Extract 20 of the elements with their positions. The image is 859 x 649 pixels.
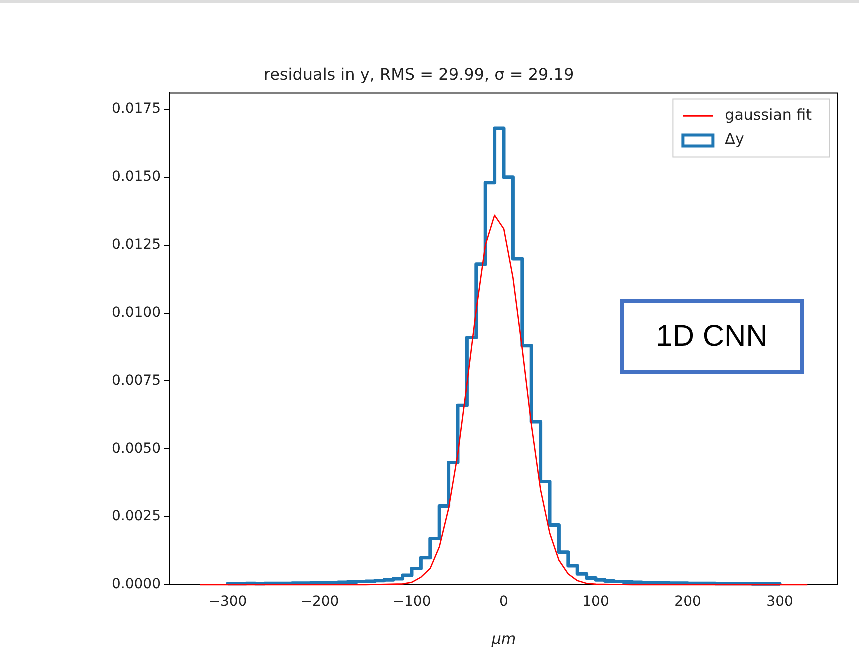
x-tick-label: −200 (300, 594, 340, 610)
legend-label: gaussian fit (725, 106, 812, 124)
x-tick-label: 300 (766, 594, 794, 610)
y-tick-label: 0.0025 (112, 508, 161, 525)
x-axis-title: μm (490, 630, 516, 648)
y-tick-label: 0.0075 (112, 372, 161, 389)
y-tick-label: 0.0050 (112, 440, 161, 457)
y-tick-label: 0.0100 (112, 304, 161, 321)
x-tick-label: −300 (208, 594, 248, 610)
annotation: 1D CNN (620, 299, 804, 374)
x-tick-label: 200 (674, 594, 702, 610)
y-tick-label: 0.0000 (112, 576, 161, 593)
chart-title: residuals in y, RMS = 29.99, σ = 29.19 (264, 64, 574, 84)
x-tick-label: −100 (392, 594, 432, 610)
y-tick-label: 0.0150 (112, 169, 161, 186)
legend-label: Δy (725, 130, 744, 148)
x-tick-label: 0 (500, 594, 508, 610)
y-tick-label: 0.0175 (112, 101, 161, 118)
x-tick-label: 100 (582, 594, 610, 610)
y-tick-label: 0.0125 (112, 237, 161, 253)
